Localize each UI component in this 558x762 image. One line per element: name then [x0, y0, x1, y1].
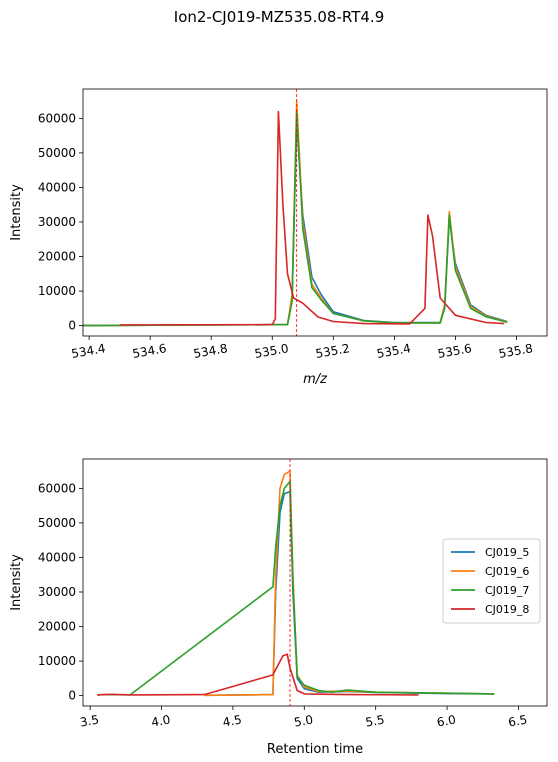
x-tick-label: 6.0: [436, 713, 457, 730]
x-tick-label: 5.0: [293, 713, 314, 730]
x-tick-label: 535.4: [376, 341, 412, 361]
series-line-cj019-7: [97, 480, 495, 696]
y-tick-label: 60000: [38, 481, 76, 495]
x-tick-label: 534.6: [131, 341, 167, 361]
y-tick-label: 20000: [38, 620, 76, 634]
y-tick-label: 10000: [38, 654, 76, 668]
series-line-cj019-8: [97, 653, 419, 696]
legend: CJ019_5 CJ019_6 CJ019_7 CJ019_8: [442, 538, 541, 624]
x-tick-label: 3.5: [79, 713, 100, 730]
y-tick-label: 0: [68, 319, 76, 333]
x-tick-label: 6.5: [507, 713, 528, 730]
axes-top-mz: 0 10000 20000 30000 40000 50000 60000 534.4 534.…: [9, 88, 548, 387]
x-tick-label: 534.4: [70, 341, 106, 361]
y-axis-label: Intensity: [9, 554, 24, 611]
y-tick-label: 50000: [38, 146, 76, 160]
x-tick-label: 535.8: [498, 341, 534, 361]
axes-frame: [82, 88, 548, 337]
x-tick-label: 535.2: [314, 341, 350, 361]
y-tick-label: 30000: [38, 215, 76, 229]
y-tick-label: 20000: [38, 250, 76, 264]
y-tick-label: 0: [68, 689, 76, 703]
x-tick-label: 5.5: [364, 713, 385, 730]
legend-label: CJ019_6: [485, 565, 529, 578]
y-tick-label: 40000: [38, 550, 76, 564]
x-tick-label: 535.6: [437, 341, 473, 361]
x-axis-label: m/z: [303, 372, 328, 387]
x-tick-label: 4.5: [222, 713, 243, 730]
x-tick-label: 4.0: [150, 713, 171, 730]
legend-label: CJ019_7: [485, 584, 529, 597]
x-tick-label: 534.8: [192, 341, 228, 361]
x-axis-label: Retention time: [267, 742, 363, 757]
legend-label: CJ019_8: [485, 603, 529, 616]
y-tick-label: 10000: [38, 284, 76, 298]
y-tick-label: 30000: [38, 585, 76, 599]
plot-area: [97, 470, 495, 697]
series-line-cj019-7: [83, 110, 508, 327]
series-line-cj019-8: [119, 110, 505, 326]
y-tick-label: 50000: [38, 516, 76, 530]
y-tick-label: 60000: [38, 111, 76, 125]
y-tick-label: 40000: [38, 180, 76, 194]
figure-title: Ion2-CJ019-MZ535.08-RT4.9: [173, 8, 385, 26]
plot-area: [83, 100, 508, 327]
x-tick-label: 535.0: [253, 341, 289, 361]
axes-frame: [82, 458, 548, 707]
axes-bottom-retention: 0 10000 20000 30000 40000 50000 60000 3.5 4.0 4.5…: [9, 458, 548, 757]
y-axis-label: Intensity: [9, 184, 24, 241]
series-line-cj019-6: [83, 100, 508, 327]
legend-box: [442, 538, 541, 624]
legend-label: CJ019_5: [485, 546, 529, 559]
